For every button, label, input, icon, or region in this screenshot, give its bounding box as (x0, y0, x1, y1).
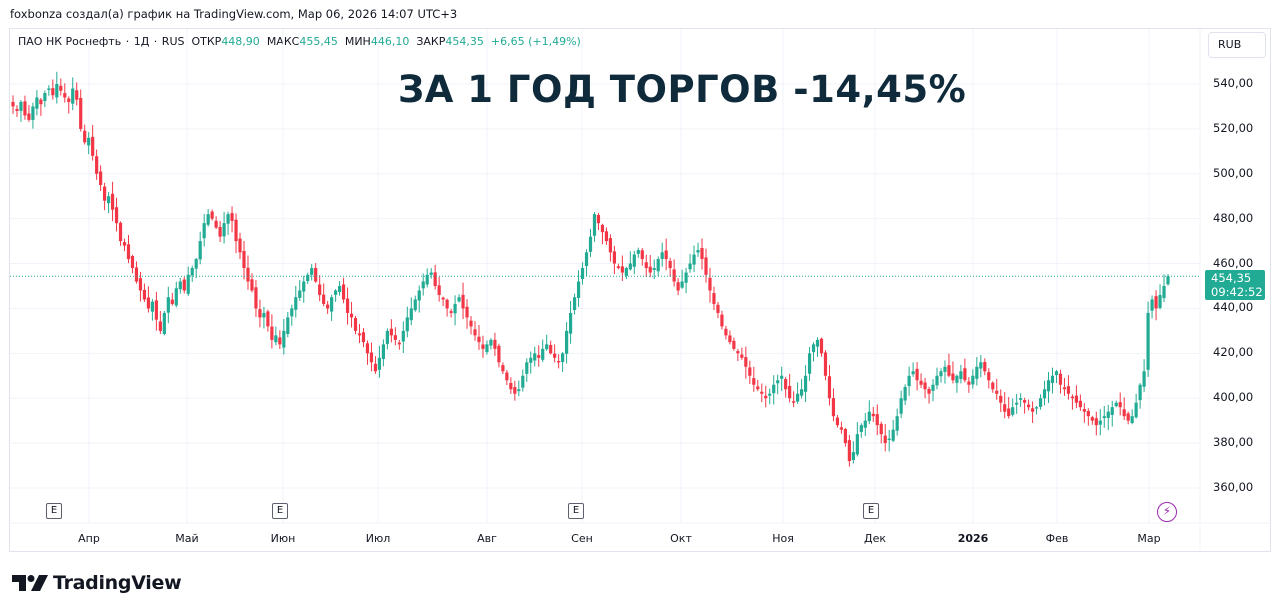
tradingview-logo-icon (12, 575, 48, 591)
symbol-legend: ПАО НК Роснефть · 1Д · RUS ОТКР448,90 МАКС… (18, 35, 581, 48)
low-label: МИН (344, 35, 371, 48)
last-price: 454,35 (1211, 271, 1252, 285)
price-axis-label: 440,00 (1213, 300, 1254, 315)
price-axis-label: 400,00 (1213, 390, 1254, 405)
time-axis-label: 2026 (957, 532, 989, 545)
time-axis-label: Фев (1045, 532, 1069, 545)
exchange: RUS (161, 35, 185, 48)
bar-countdown: 09:42:52 (1211, 285, 1263, 299)
low-value: 446,10 (370, 35, 410, 48)
tradingview-logo[interactable]: TradingView (12, 572, 182, 594)
time-axis-label: Июл (365, 532, 391, 545)
price-axis-label: 420,00 (1213, 345, 1254, 360)
logo-text: TradingView (53, 572, 182, 594)
time-axis-label: Апр (78, 532, 100, 545)
time-axis-label: Май (175, 532, 199, 545)
chart-annotation: ЗА 1 ГОД ТОРГОВ -14,45% (398, 68, 967, 111)
currency-button[interactable]: RUB (1208, 32, 1266, 58)
time-axis-label: Окт (670, 532, 692, 545)
symbol-name[interactable]: ПАО НК Роснефть (18, 35, 122, 48)
open-label: ОТКР (191, 35, 222, 48)
close-value: 454,35 (445, 35, 484, 48)
change-value: +6,65 (+1,49%) (490, 35, 581, 48)
price-axis-label: 480,00 (1213, 210, 1254, 225)
time-axis-label: Мар (1137, 532, 1161, 545)
time-axis-label: Сен (571, 532, 593, 545)
dividend-lightning-icon[interactable]: ⚡ (1157, 502, 1177, 522)
chart-frame (9, 28, 1271, 552)
earnings-marker-icon[interactable]: E (46, 503, 62, 519)
open-value: 448,90 (221, 35, 260, 48)
price-axis-label: 540,00 (1213, 76, 1254, 90)
last-price-tag: 454,35 09:42:52 (1205, 270, 1265, 300)
time-axis-label: Июн (270, 532, 296, 545)
price-axis-label: 380,00 (1213, 435, 1254, 450)
price-axis-label: 460,00 (1213, 255, 1254, 270)
earnings-marker-icon[interactable]: E (863, 503, 879, 519)
price-axis-label: 500,00 (1213, 165, 1254, 180)
time-axis-label: Ноя (772, 532, 794, 545)
close-label: ЗАКР (416, 35, 446, 48)
price-axis-label: 520,00 (1213, 120, 1254, 135)
earnings-marker-icon[interactable]: E (568, 503, 584, 519)
earnings-marker-icon[interactable]: E (272, 503, 288, 519)
candlestick-chart[interactable] (0, 0, 1280, 560)
chart-credit: foxbonza создал(а) график на TradingView… (10, 7, 458, 21)
time-axis-label: Дек (863, 532, 887, 545)
price-axis-label: 360,00 (1213, 479, 1254, 494)
interval[interactable]: 1Д (133, 35, 150, 48)
time-axis-label: Авг (477, 532, 497, 545)
high-value: 455,45 (299, 35, 338, 48)
